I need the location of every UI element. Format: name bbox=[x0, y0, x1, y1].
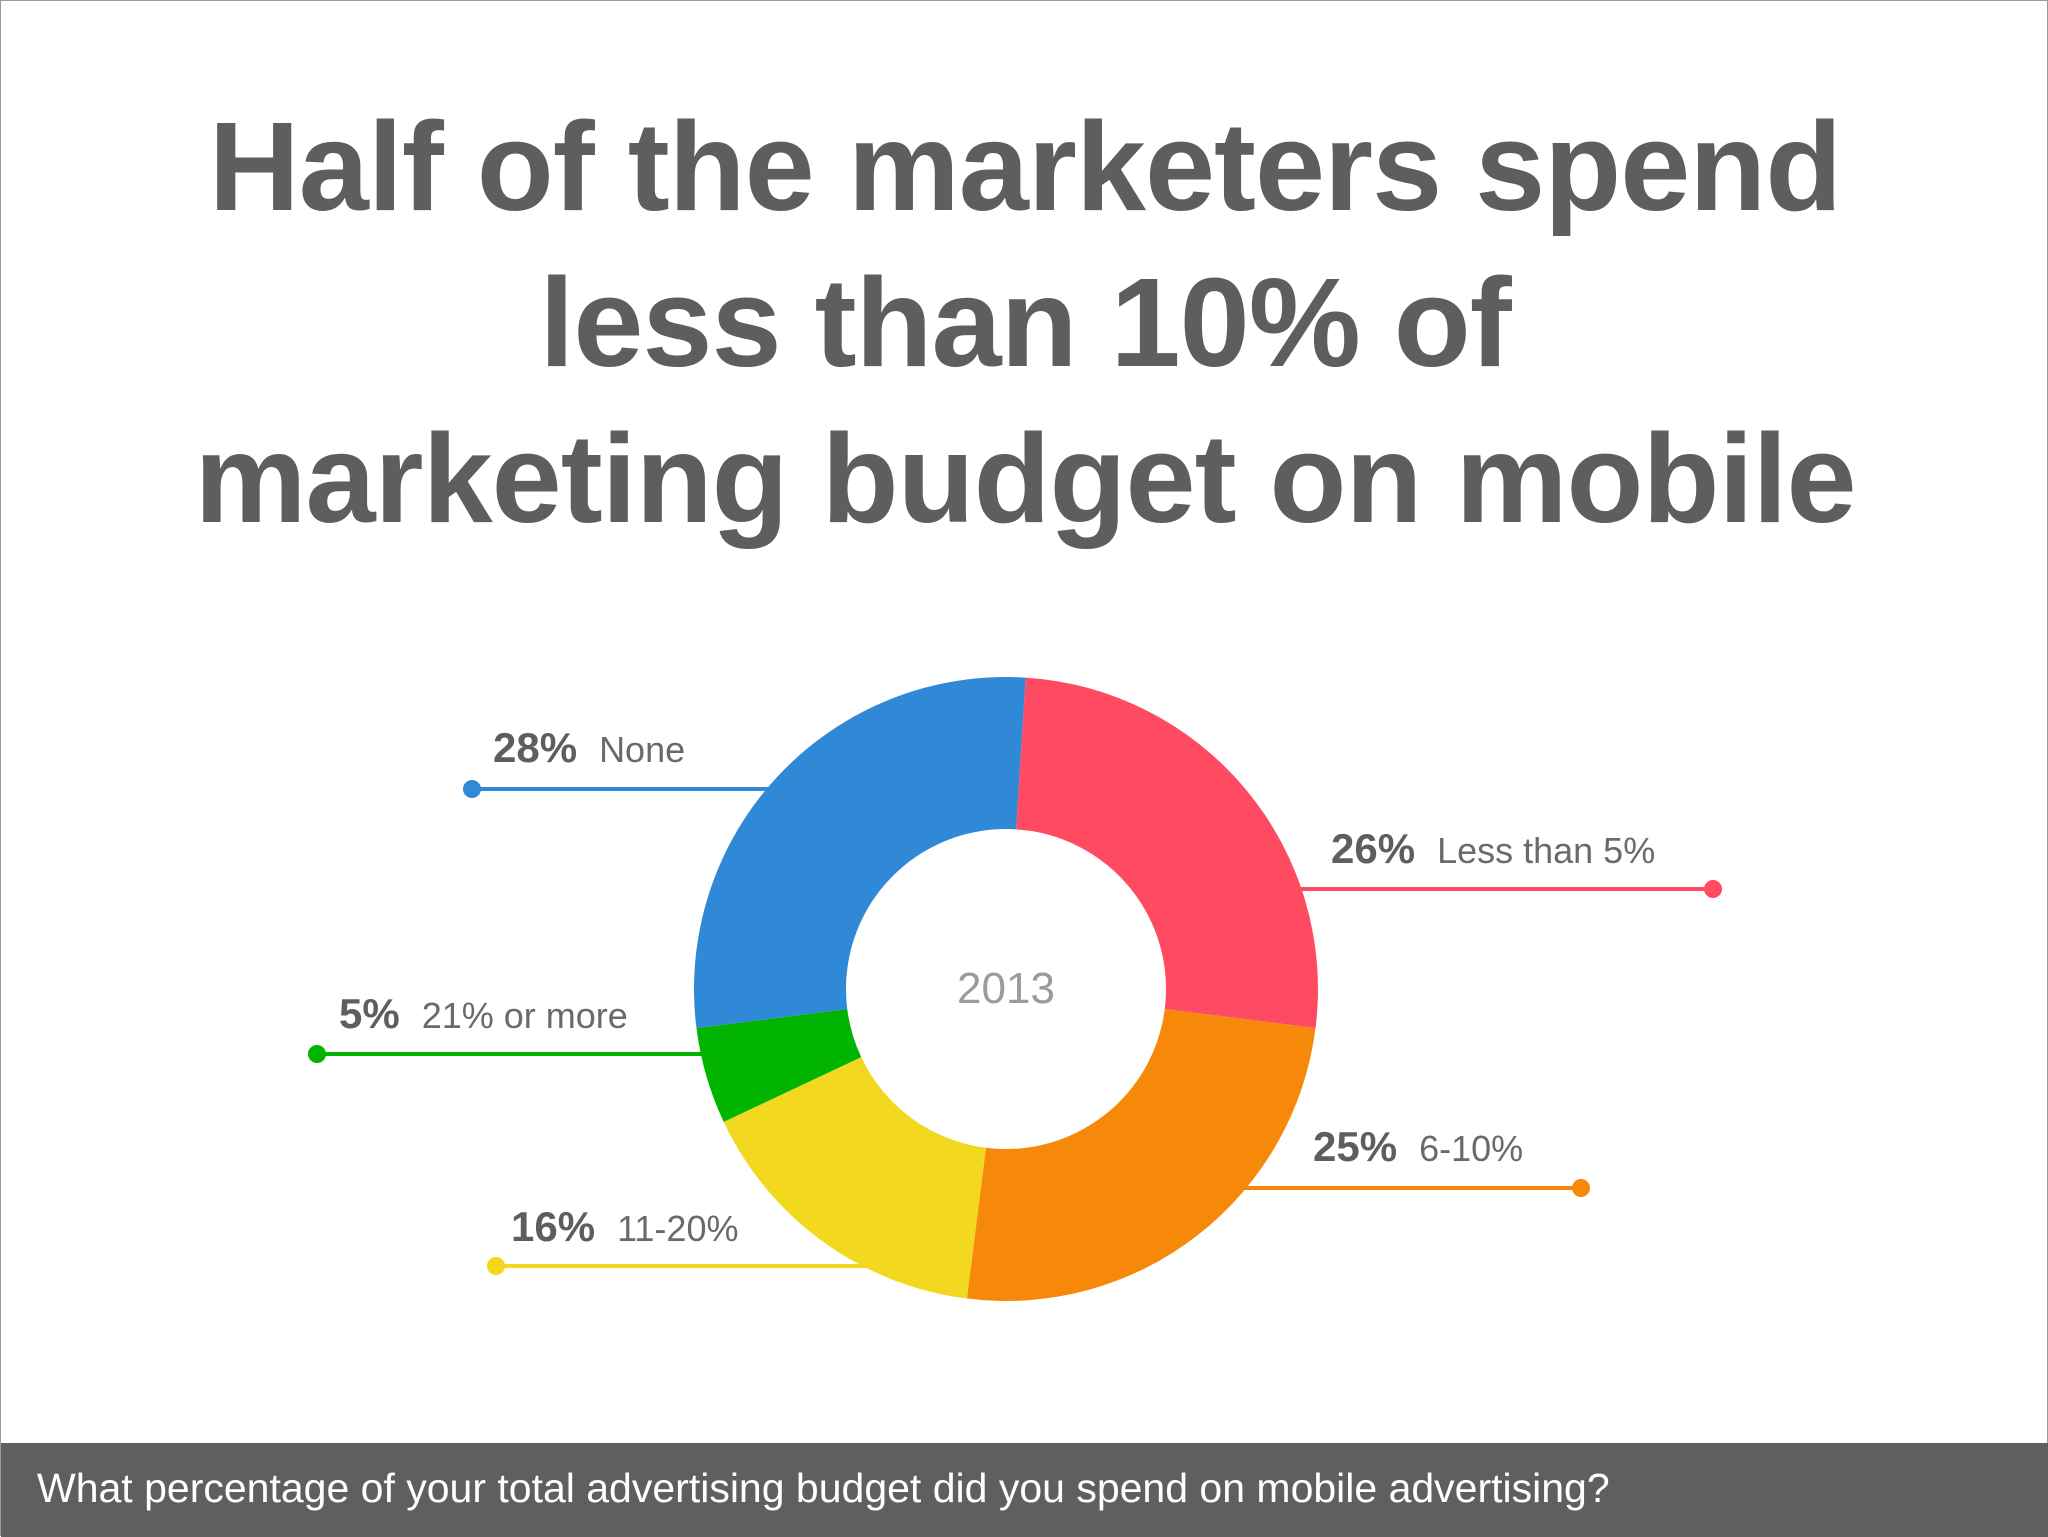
category-label: 6-10% bbox=[1419, 1128, 1523, 1169]
slice-11-20 bbox=[723, 1057, 986, 1299]
slice-less-than-5 bbox=[1016, 677, 1318, 1029]
data-label-none: 28% None bbox=[493, 724, 685, 771]
slice-none bbox=[693, 676, 1026, 1029]
data-label-less-than-5: 26% Less than 5% bbox=[1331, 825, 1655, 872]
callout-dot-none bbox=[463, 780, 481, 798]
category-label: 11-20% bbox=[617, 1208, 738, 1249]
donut-chart: 26% Less than 5% 25% 6-10% 16% 11-20% 5% 21% or… bbox=[308, 676, 1722, 1301]
category-label: None bbox=[599, 729, 685, 770]
data-label-21-or-more: 5% 21% or more bbox=[339, 990, 628, 1037]
center-year-label: 2013 bbox=[957, 964, 1055, 1013]
percent-label: 25% bbox=[1313, 1123, 1397, 1170]
title-line-2: less than 10% of bbox=[539, 252, 1511, 393]
title-line-1: Half of the marketers spend bbox=[208, 96, 1842, 237]
footer-bar: What percentage of your total advertisin… bbox=[1, 1443, 2048, 1537]
percent-label: 5% bbox=[339, 990, 400, 1037]
data-label-11-20: 16% 11-20% bbox=[511, 1203, 738, 1250]
percent-label: 26% bbox=[1331, 825, 1415, 872]
callout-dot-21-or-more bbox=[308, 1045, 326, 1063]
category-label: Less than 5% bbox=[1437, 830, 1655, 871]
survey-question: What percentage of your total advertisin… bbox=[37, 1465, 1610, 1511]
slice-21-or-more bbox=[696, 1009, 862, 1122]
percent-label: 16% bbox=[511, 1203, 595, 1250]
percent-label: 28% bbox=[493, 724, 577, 771]
data-label-6-10: 25% 6-10% bbox=[1313, 1123, 1523, 1170]
title-line-3: marketing budget on mobile bbox=[194, 408, 1856, 549]
category-label: 21% or more bbox=[422, 995, 628, 1036]
callout-dot-11-20 bbox=[487, 1257, 505, 1275]
callout-dot-6-10 bbox=[1572, 1179, 1590, 1197]
slide-title: Half of the marketers spend less than 10… bbox=[1, 89, 2048, 557]
slice-6-10 bbox=[966, 1009, 1316, 1301]
callout-dot-less-than-5 bbox=[1704, 880, 1722, 898]
